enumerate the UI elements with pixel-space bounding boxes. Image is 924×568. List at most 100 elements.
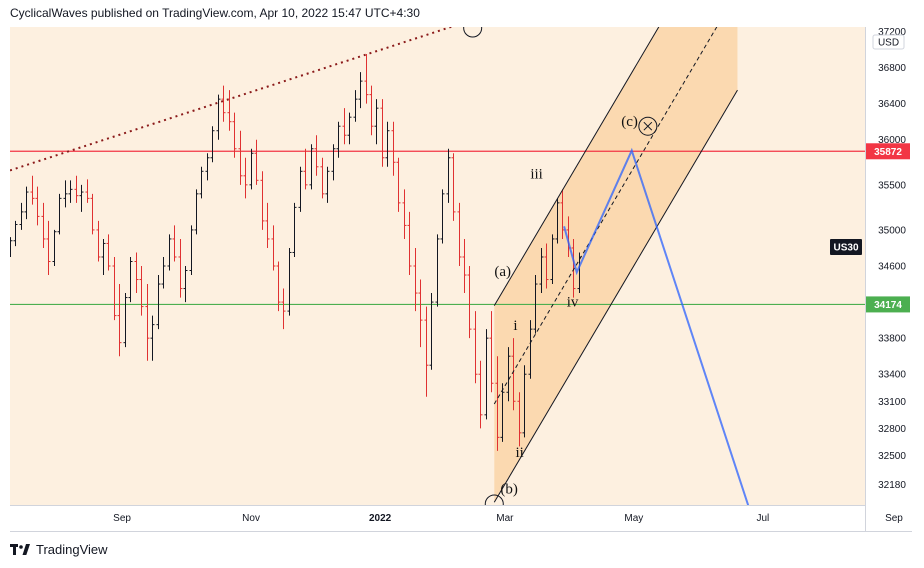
candle [380, 99, 385, 167]
candle [30, 175, 35, 205]
wave-label: ii [515, 445, 523, 461]
projection-path[interactable] [563, 147, 750, 512]
currency-label-box[interactable] [872, 34, 905, 50]
price-tick-label: 36400 [878, 99, 906, 110]
candle [79, 184, 84, 212]
candle [555, 198, 560, 244]
candle [221, 85, 226, 122]
candle [205, 153, 210, 181]
candle [271, 225, 276, 271]
candle [128, 256, 133, 303]
candle [402, 189, 407, 239]
candle [161, 256, 166, 289]
price-tick-label: 34600 [878, 262, 906, 273]
candle [238, 130, 243, 185]
candle [451, 153, 456, 221]
candle [298, 166, 303, 212]
candle [413, 247, 418, 312]
candle [478, 360, 483, 429]
candle [249, 148, 254, 190]
time-axis[interactable]: Sep Nov 2022 Mar May Jul Sep [113, 513, 903, 524]
candle [90, 193, 95, 235]
tradingview-brand[interactable]: TradingView [36, 542, 108, 557]
candle [139, 266, 144, 316]
candle [101, 238, 106, 276]
candle [500, 383, 505, 442]
candle [336, 121, 341, 158]
candle [533, 275, 538, 334]
candle [511, 338, 516, 411]
candle [254, 139, 259, 185]
candle [145, 284, 150, 361]
candle [199, 166, 204, 199]
price-tick-label: 32500 [878, 451, 906, 462]
candle [216, 94, 221, 140]
candle [347, 112, 352, 145]
candle [13, 220, 18, 247]
candle [265, 202, 270, 248]
candle [287, 247, 292, 316]
candle [550, 234, 555, 285]
wave-label: (a) [494, 264, 511, 280]
candle [429, 293, 434, 370]
price-tag-34174 [866, 296, 910, 313]
candle [424, 306, 429, 397]
candle [106, 234, 111, 271]
pivot-circle-bottom [484, 494, 504, 505]
plot-area [10, 0, 865, 512]
tradingview-footer[interactable]: TradingView [10, 542, 108, 557]
candle [210, 126, 215, 163]
wave-label: (b) [500, 481, 518, 497]
target-x-icon-stroke [643, 121, 653, 131]
candle [303, 148, 308, 190]
candle [292, 202, 297, 257]
candle [522, 365, 527, 438]
candle [150, 315, 155, 361]
candle [457, 202, 462, 266]
candle [539, 247, 544, 294]
candle [484, 329, 489, 420]
candle [232, 112, 237, 158]
candle [74, 175, 79, 203]
time-tick-label: Sep [113, 513, 131, 524]
time-tick-label: Mar [496, 513, 514, 524]
candle [495, 356, 500, 451]
candle [446, 148, 451, 203]
candle [407, 211, 412, 276]
candle [358, 72, 363, 109]
target-circle-marker [638, 116, 658, 136]
candle [10, 237, 13, 257]
price-tick-label: 32180 [878, 480, 906, 491]
candle [342, 108, 347, 145]
candle [473, 311, 478, 384]
price-tick-label: 35500 [878, 180, 906, 191]
candle [178, 238, 183, 298]
price-tick-label: 32800 [878, 424, 906, 435]
candle [85, 179, 90, 203]
candle [353, 90, 358, 122]
candle [35, 186, 40, 226]
candle [134, 252, 139, 294]
channel-lower-line[interactable] [493, 89, 738, 503]
price-tick-label: 37200 [878, 27, 906, 38]
candle [374, 99, 379, 145]
channel-median-line[interactable] [493, 0, 737, 405]
wave-label: i [513, 318, 517, 334]
price-tick-label: 36800 [878, 63, 906, 74]
channel-upper-line[interactable] [493, 0, 737, 306]
price-tag-text: 34174 [874, 300, 902, 311]
price-axis[interactable]: 3218032500328003310033400338003420034600… [878, 27, 906, 491]
dotted-trend-line[interactable] [10, 22, 465, 172]
price-tick-label: 35000 [878, 225, 906, 236]
candle [41, 202, 46, 248]
candle [227, 90, 232, 131]
candle [309, 144, 314, 190]
candle [123, 293, 128, 348]
candle [517, 392, 522, 447]
candle [112, 256, 117, 321]
candle [189, 225, 194, 276]
candle [167, 234, 172, 271]
candle [385, 121, 390, 167]
symbol-tag-text: US30 [833, 243, 858, 254]
